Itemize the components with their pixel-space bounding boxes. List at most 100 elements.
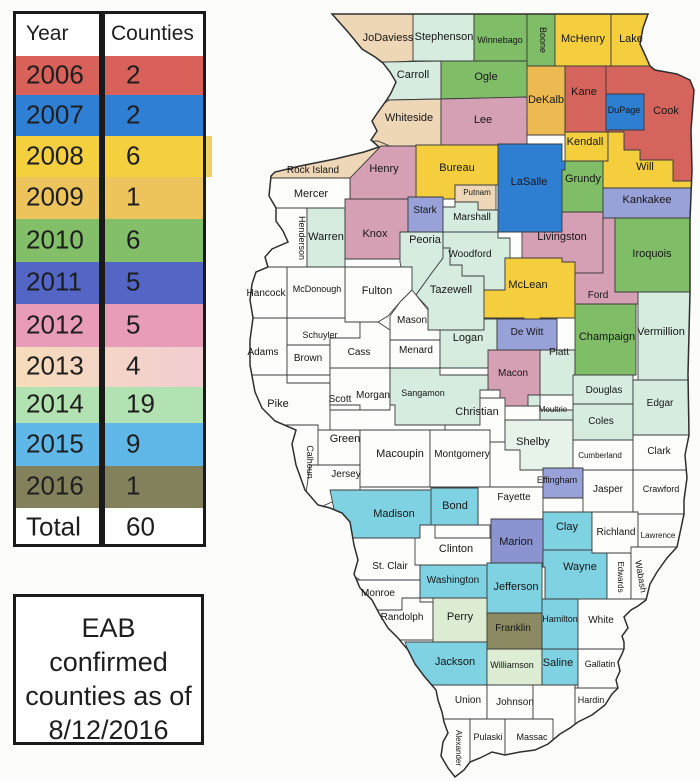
svg-text:Ogle: Ogle: [474, 71, 497, 83]
svg-text:Lawrence: Lawrence: [641, 531, 676, 540]
svg-text:Sangamon: Sangamon: [401, 388, 445, 398]
svg-text:Kane: Kane: [571, 86, 597, 98]
svg-text:Knox: Knox: [362, 228, 388, 240]
svg-text:Winnebago: Winnebago: [477, 35, 523, 45]
svg-text:Iroquois: Iroquois: [632, 248, 672, 260]
svg-text:Marion: Marion: [499, 536, 533, 548]
svg-text:Piatt: Piatt: [549, 347, 569, 358]
svg-text:Jefferson: Jefferson: [493, 581, 538, 593]
svg-text:Cook: Cook: [653, 105, 679, 117]
svg-text:Stark: Stark: [413, 205, 437, 216]
svg-text:Randolph: Randolph: [381, 612, 424, 623]
svg-text:Rock Island: Rock Island: [287, 165, 339, 176]
svg-text:Douglas: Douglas: [586, 385, 623, 396]
svg-text:Henderson: Henderson: [297, 216, 307, 260]
svg-text:Kendall: Kendall: [567, 136, 604, 148]
svg-text:De Witt: De Witt: [511, 327, 544, 338]
svg-text:Logan: Logan: [453, 332, 484, 344]
svg-text:Fayette: Fayette: [497, 492, 531, 503]
svg-text:Adams: Adams: [247, 347, 278, 358]
svg-text:Macoupin: Macoupin: [376, 448, 424, 460]
svg-text:Clay: Clay: [556, 521, 579, 533]
svg-text:Wayne: Wayne: [563, 561, 597, 573]
svg-text:Scott: Scott: [329, 394, 352, 405]
svg-text:Stephenson: Stephenson: [415, 31, 474, 43]
svg-text:Boone: Boone: [538, 27, 548, 53]
svg-text:Menard: Menard: [399, 345, 433, 356]
svg-text:DuPage: DuPage: [608, 105, 641, 115]
svg-text:Edgar: Edgar: [647, 398, 674, 409]
svg-text:Grundy: Grundy: [565, 173, 602, 185]
svg-text:Tazewell: Tazewell: [430, 284, 472, 296]
svg-text:Champaign: Champaign: [579, 331, 635, 343]
svg-text:Carroll: Carroll: [397, 69, 429, 81]
svg-text:Will: Will: [636, 161, 654, 173]
svg-text:Putnam: Putnam: [463, 188, 491, 197]
svg-text:Union: Union: [455, 695, 481, 706]
svg-text:Mercer: Mercer: [294, 188, 329, 200]
svg-text:Jackson: Jackson: [435, 656, 475, 668]
svg-text:Hancock: Hancock: [247, 288, 287, 299]
svg-text:Henry: Henry: [369, 163, 399, 175]
svg-text:LaSalle: LaSalle: [511, 176, 548, 188]
svg-text:Madison: Madison: [373, 508, 415, 520]
svg-text:Morgan: Morgan: [356, 390, 390, 401]
svg-text:Pike: Pike: [267, 398, 288, 410]
svg-text:Hardin: Hardin: [578, 695, 605, 705]
svg-text:Richland: Richland: [597, 527, 636, 538]
svg-text:Crawford: Crawford: [643, 484, 680, 494]
svg-text:Moultrie: Moultrie: [539, 405, 568, 414]
svg-text:McDonough: McDonough: [293, 284, 342, 294]
svg-text:Ford: Ford: [588, 290, 609, 301]
svg-text:Vermillion: Vermillion: [637, 326, 685, 338]
svg-text:Cass: Cass: [348, 347, 371, 358]
svg-text:Woodford: Woodford: [448, 249, 491, 260]
svg-text:Montgomery: Montgomery: [434, 449, 490, 460]
svg-text:Lee: Lee: [474, 114, 492, 126]
svg-text:Brown: Brown: [294, 353, 322, 364]
svg-text:St. Clair: St. Clair: [372, 561, 408, 572]
svg-text:Fulton: Fulton: [362, 285, 393, 297]
svg-text:Kankakee: Kankakee: [623, 194, 672, 206]
svg-text:Bureau: Bureau: [439, 162, 474, 174]
svg-text:Franklin: Franklin: [495, 623, 531, 634]
svg-text:Calhoun: Calhoun: [305, 445, 315, 479]
svg-text:Perry: Perry: [447, 611, 474, 623]
svg-text:Peoria: Peoria: [409, 234, 442, 246]
svg-text:Gallatin: Gallatin: [585, 659, 616, 669]
svg-text:Shelby: Shelby: [516, 436, 550, 448]
svg-text:Monroe: Monroe: [361, 588, 395, 599]
svg-text:Mason: Mason: [397, 315, 427, 326]
svg-text:Edwards: Edwards: [616, 561, 625, 592]
svg-text:Saline: Saline: [543, 657, 574, 669]
svg-text:Pulaski: Pulaski: [473, 732, 502, 742]
svg-text:Alexander: Alexander: [454, 730, 463, 766]
svg-text:Massac: Massac: [516, 732, 548, 742]
svg-text:Warren: Warren: [308, 231, 344, 243]
svg-text:Effingham: Effingham: [537, 475, 577, 485]
svg-text:Lake: Lake: [619, 33, 643, 45]
svg-text:Schuyler: Schuyler: [302, 330, 337, 340]
svg-text:DeKalb: DeKalb: [528, 94, 564, 106]
svg-text:Macon: Macon: [498, 368, 528, 379]
svg-text:Whiteside: Whiteside: [385, 112, 433, 124]
svg-text:Christian: Christian: [455, 406, 498, 418]
svg-text:White: White: [588, 615, 614, 626]
svg-text:McLean: McLean: [508, 279, 547, 291]
svg-text:Williamson: Williamson: [490, 660, 534, 670]
svg-text:Clark: Clark: [647, 446, 671, 457]
svg-text:JoDaviess: JoDaviess: [363, 32, 414, 44]
svg-text:Marshall: Marshall: [453, 212, 491, 223]
svg-text:Jersey: Jersey: [331, 469, 360, 480]
svg-text:Clinton: Clinton: [439, 543, 473, 555]
svg-text:McHenry: McHenry: [561, 33, 606, 45]
svg-text:Johnson: Johnson: [496, 697, 534, 708]
svg-text:Green: Green: [330, 433, 361, 445]
svg-text:Livingston: Livingston: [537, 231, 587, 243]
svg-text:Cumberland: Cumberland: [578, 451, 622, 460]
svg-text:Bond: Bond: [442, 500, 468, 512]
svg-text:Coles: Coles: [588, 416, 614, 427]
svg-text:Washington: Washington: [427, 575, 479, 586]
svg-text:Hamilton: Hamilton: [542, 614, 578, 624]
svg-text:Jasper: Jasper: [593, 484, 624, 495]
